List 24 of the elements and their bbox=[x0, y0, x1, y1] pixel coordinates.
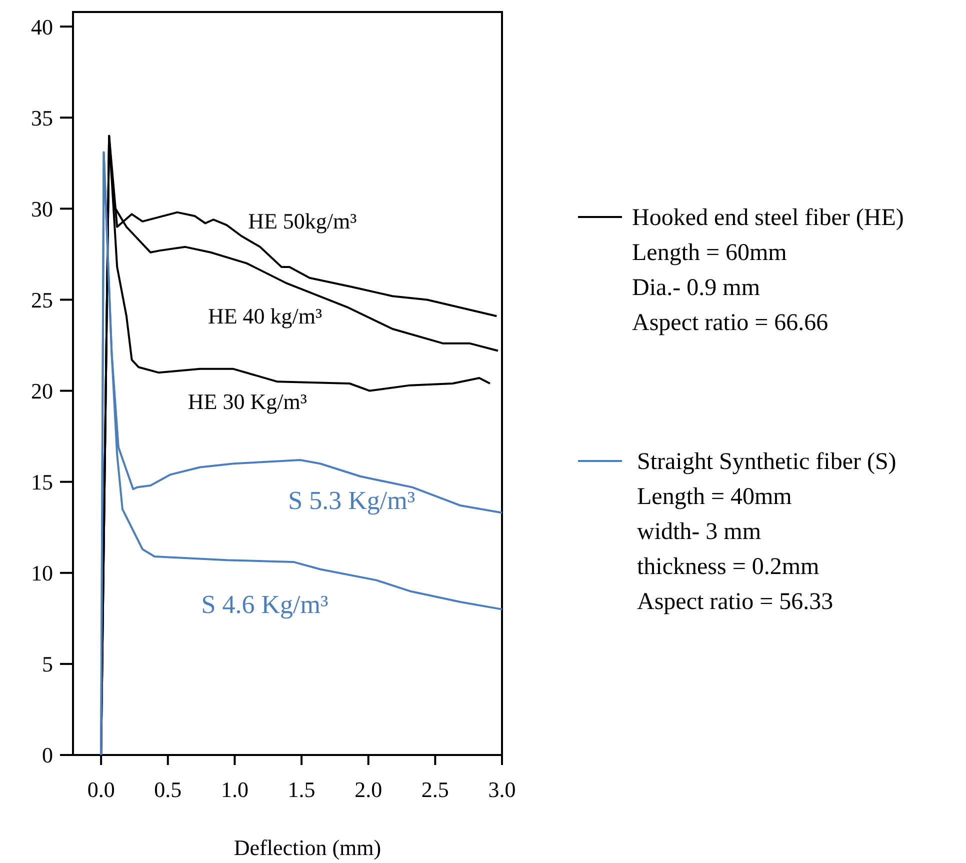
y-tick-label: 40 bbox=[31, 14, 53, 40]
y-tick-label: 20 bbox=[31, 378, 53, 404]
x-axis-title: Deflection (mm) bbox=[234, 835, 382, 860]
y-tick-label: 30 bbox=[31, 196, 53, 222]
text: Straight Synthetic fiber (S) Length = 40mm width- 3 mm thickness = 0.2mm Aspect ratio = 56.33 bbox=[637, 449, 896, 615]
x-tick-label: 3.0 bbox=[488, 777, 516, 802]
y-tick-label: 35 bbox=[31, 105, 53, 130]
x-tick-label: 2.5 bbox=[421, 777, 449, 802]
x-tick-label: 1.0 bbox=[220, 777, 248, 802]
series-label: S 4.6 Kg/m³ bbox=[201, 590, 328, 619]
series-label: HE 30 Kg/m³ bbox=[188, 388, 308, 414]
x-tick-label: 0.5 bbox=[154, 777, 182, 802]
text: Hooked end steel fiber (HE) Length = 60mm Dia.- 0.9 mm Aspect ratio = 66.66 bbox=[632, 205, 904, 336]
x-tick-label: 1.5 bbox=[288, 777, 316, 802]
y-tick-label: 5 bbox=[42, 652, 53, 677]
y-tick-label: 25 bbox=[31, 287, 53, 312]
series-label: HE 40 kg/m³ bbox=[208, 303, 323, 328]
x-tick-label: 2.0 bbox=[354, 777, 382, 802]
y-tick-label: 15 bbox=[31, 470, 53, 495]
series-label: S 5.3 Kg/m³ bbox=[288, 486, 416, 516]
series-label: HE 50kg/m³ bbox=[248, 208, 358, 234]
y-tick-label: 10 bbox=[31, 560, 53, 586]
x-tick-label: 0.0 bbox=[87, 777, 115, 802]
y-tick-label: 0 bbox=[42, 742, 53, 768]
